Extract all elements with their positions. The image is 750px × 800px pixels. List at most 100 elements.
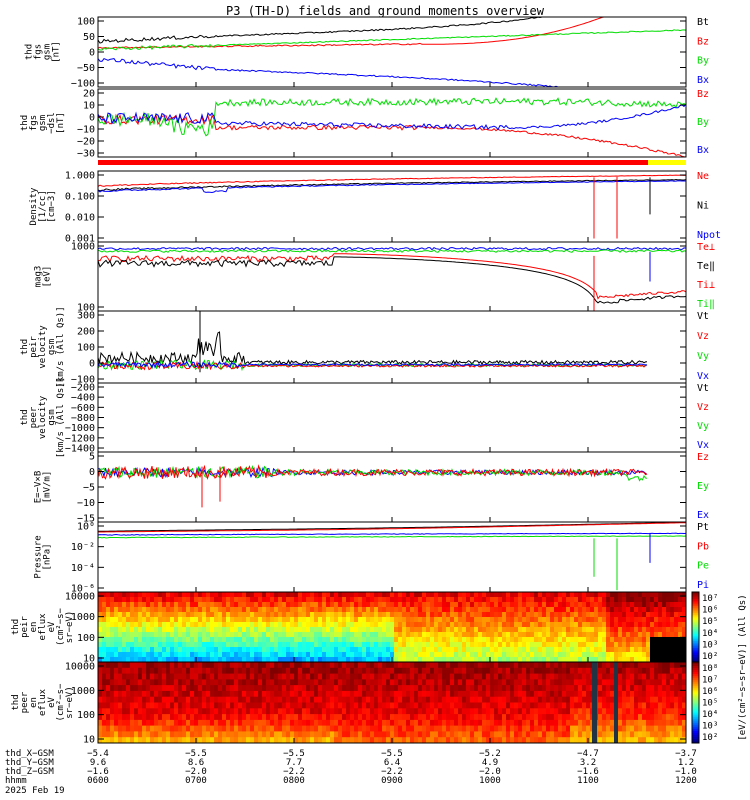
spectrogram-cell — [398, 685, 403, 692]
spectrogram-cell — [102, 607, 107, 613]
spectrogram-cell — [638, 696, 643, 703]
spectrogram-cell — [658, 627, 663, 633]
spectrogram-cell — [570, 702, 575, 709]
spectrogram-cell — [654, 667, 659, 675]
spectrogram-cell — [254, 642, 259, 648]
spectrogram-cell — [238, 597, 243, 603]
spectrogram-cell — [510, 647, 515, 653]
spectrogram-cell — [354, 627, 359, 633]
spectrogram-cell — [166, 632, 171, 638]
spectrogram-cell — [106, 657, 111, 663]
spectrogram-cell — [394, 642, 399, 648]
spectrogram-cell — [354, 617, 359, 623]
spectrogram-cell — [462, 679, 467, 686]
spectrogram-cell — [534, 617, 539, 623]
spectrogram-cell — [302, 690, 307, 698]
spectrogram-cell — [622, 731, 627, 738]
spectrogram-cell — [138, 657, 143, 663]
spectrogram-cell — [622, 642, 627, 648]
spectrogram-cell — [290, 685, 295, 692]
spectrogram-cell — [574, 702, 579, 709]
spectrogram-cell — [330, 731, 335, 738]
spectrogram-cell — [598, 685, 603, 692]
spectrogram-cell — [526, 737, 531, 744]
spectrogram-cell — [270, 657, 275, 663]
spectrogram-cell — [522, 714, 527, 721]
spectrogram-cell — [654, 731, 659, 738]
colorbar-swatch — [692, 607, 699, 611]
spectrogram-cell — [266, 642, 271, 648]
spectrogram-cell — [118, 662, 123, 669]
spectrogram-cell — [470, 597, 475, 603]
spectrogram-cell — [390, 607, 395, 613]
spectrogram-cell — [170, 657, 175, 663]
spectrogram-cell — [530, 737, 535, 744]
spectrogram-cell — [138, 627, 143, 633]
spectrogram-cell — [454, 612, 459, 618]
spectrogram-cell — [118, 673, 123, 680]
spectrogram-cell — [138, 708, 143, 715]
spectrogram-cell — [626, 667, 631, 675]
spectrogram-cell — [402, 690, 407, 698]
spectrogram-cell — [562, 602, 567, 608]
spectrogram-cell — [362, 702, 367, 709]
spectrogram-cell — [198, 647, 203, 653]
spectrogram-cell — [662, 617, 667, 623]
spectrogram-cell — [342, 642, 347, 648]
spectrogram-cell — [382, 719, 387, 727]
spectrogram-cell — [598, 690, 603, 698]
spectrogram-cell — [342, 592, 347, 598]
spectrogram-cell — [530, 702, 535, 709]
spectrogram-cell — [634, 627, 639, 633]
spectrogram-cell — [630, 667, 635, 675]
colorbar-swatch — [692, 704, 699, 707]
spectrogram-cell — [198, 714, 203, 721]
spectrogram-cell — [678, 667, 683, 675]
spectrogram-cell — [402, 685, 407, 692]
spectrogram-cell — [114, 667, 119, 675]
spectrogram-cell — [534, 731, 539, 738]
spectrogram-cell — [370, 667, 375, 675]
spectrogram-cell — [498, 714, 503, 721]
spectrogram-cell — [590, 652, 595, 658]
spectrogram-cell — [210, 725, 215, 732]
y-axis-label-line: sr−eV) — [65, 686, 75, 719]
spectrogram-cell — [458, 685, 463, 692]
spectrogram-cell — [578, 602, 583, 608]
spectrogram-cell — [462, 632, 467, 638]
spectrogram-cell — [282, 652, 287, 658]
spectrogram-cell — [274, 637, 279, 643]
spectrogram-cell — [490, 592, 495, 598]
spectrogram-cell — [234, 673, 239, 680]
spectrogram-cell — [598, 702, 603, 709]
legend-Vz: Vz — [697, 402, 709, 413]
spectrogram-cell — [630, 685, 635, 692]
spectrogram-cell — [418, 627, 423, 633]
spectrogram-cell — [478, 622, 483, 628]
spectrogram-cell — [242, 662, 247, 669]
spectrogram-cell — [514, 632, 519, 638]
spectrogram-cell — [222, 617, 227, 623]
spectrogram-cell — [234, 696, 239, 703]
spectrogram-cell — [646, 708, 651, 715]
spectrogram-cell — [298, 597, 303, 603]
spectrogram-cell — [186, 662, 191, 669]
spectrogram-cell — [126, 657, 131, 663]
colorbar-swatch — [692, 674, 699, 677]
spectrogram-cell — [630, 702, 635, 709]
spectrogram-cell — [466, 714, 471, 721]
spectrogram-cell — [566, 657, 571, 663]
spectrogram-cell — [182, 685, 187, 692]
spectrogram-cell — [622, 685, 627, 692]
spectrogram-cell — [214, 696, 219, 703]
spectrogram-cell — [454, 642, 459, 648]
spectrogram-cell — [426, 737, 431, 744]
spectrogram-cell — [294, 685, 299, 692]
spectrogram-cell — [298, 714, 303, 721]
spectrogram-cell — [602, 602, 607, 608]
spectrogram-cell — [190, 627, 195, 633]
spectrogram-cell — [682, 679, 687, 686]
spectrogram-cell — [554, 708, 559, 715]
spectrogram-cell — [658, 652, 663, 658]
spectrogram-cell — [442, 690, 447, 698]
